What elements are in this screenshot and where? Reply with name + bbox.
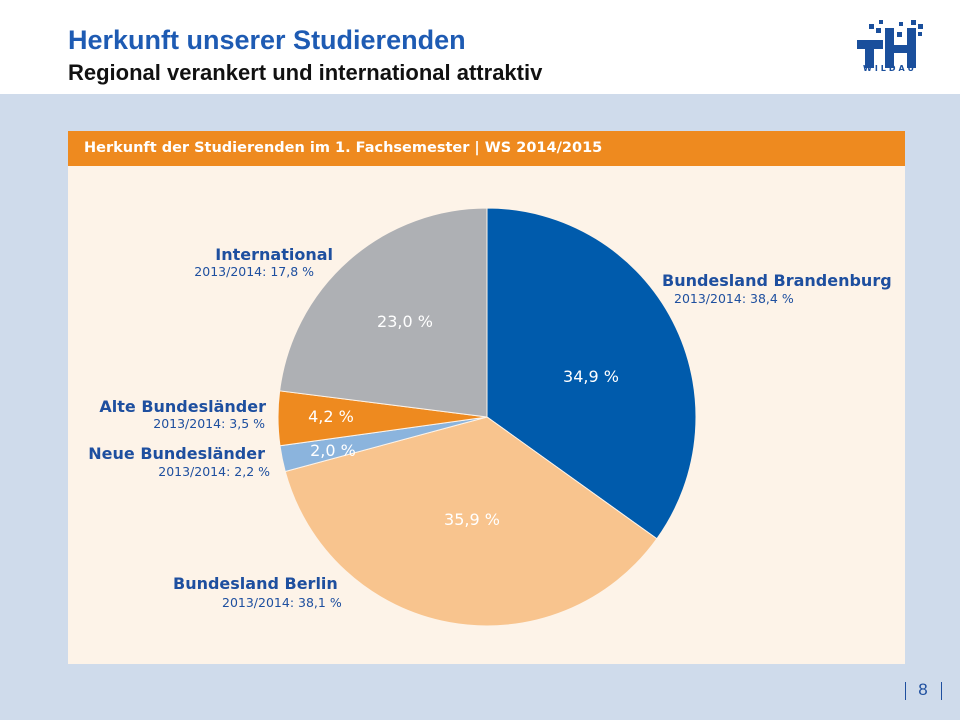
pie-slice-international: [279, 207, 488, 418]
pct-label-alte: 4,2 %: [308, 407, 354, 426]
pie-slices: [277, 207, 697, 627]
slice-name-berlin: Bundesland Berlin: [173, 574, 338, 593]
slide-header: Herkunft unserer Studierenden Regional v…: [0, 0, 960, 94]
logo-wordmark: WILDAU: [863, 64, 917, 73]
chart-panel-heading: Herkunft der Studierenden im 1. Fachseme…: [68, 131, 905, 166]
pie-chart: 34,9 % 35,9 % 2,0 % 4,2 % 23,0 % Bundesl…: [88, 207, 892, 627]
slice-name-neue: Neue Bundesländer: [88, 444, 265, 463]
slice-prev-brandenburg: 2013/2014: 38,4 %: [674, 291, 794, 306]
slice-prev-berlin: 2013/2014: 38,1 %: [222, 595, 342, 610]
slice-prev-international: 2013/2014: 17,8 %: [194, 264, 314, 279]
page-number-divider-left: [905, 682, 906, 700]
slice-name-international: International: [215, 245, 333, 264]
slide-title: Herkunft unserer Studierenden: [68, 25, 466, 55]
pct-label-berlin: 35,9 %: [444, 510, 500, 529]
slice-prev-alte: 2013/2014: 3,5 %: [153, 416, 265, 431]
pie-slice-brandenburg: [486, 207, 697, 540]
slice-name-alte: Alte Bundesländer: [99, 397, 266, 416]
pie-slice-berlin: [284, 416, 658, 627]
page-number: 8: [918, 680, 928, 699]
th-wildau-logo-icon: [857, 20, 923, 68]
slice-name-brandenburg: Bundesland Brandenburg: [662, 271, 892, 290]
slice-prev-neue: 2013/2014: 2,2 %: [158, 464, 270, 479]
pct-label-neue: 2,0 %: [310, 441, 356, 460]
pct-label-brandenburg: 34,9 %: [563, 367, 619, 386]
slide-subtitle: Regional verankert und international att…: [68, 60, 543, 85]
pct-label-international: 23,0 %: [377, 312, 433, 331]
page-number-divider-right: [941, 682, 942, 700]
